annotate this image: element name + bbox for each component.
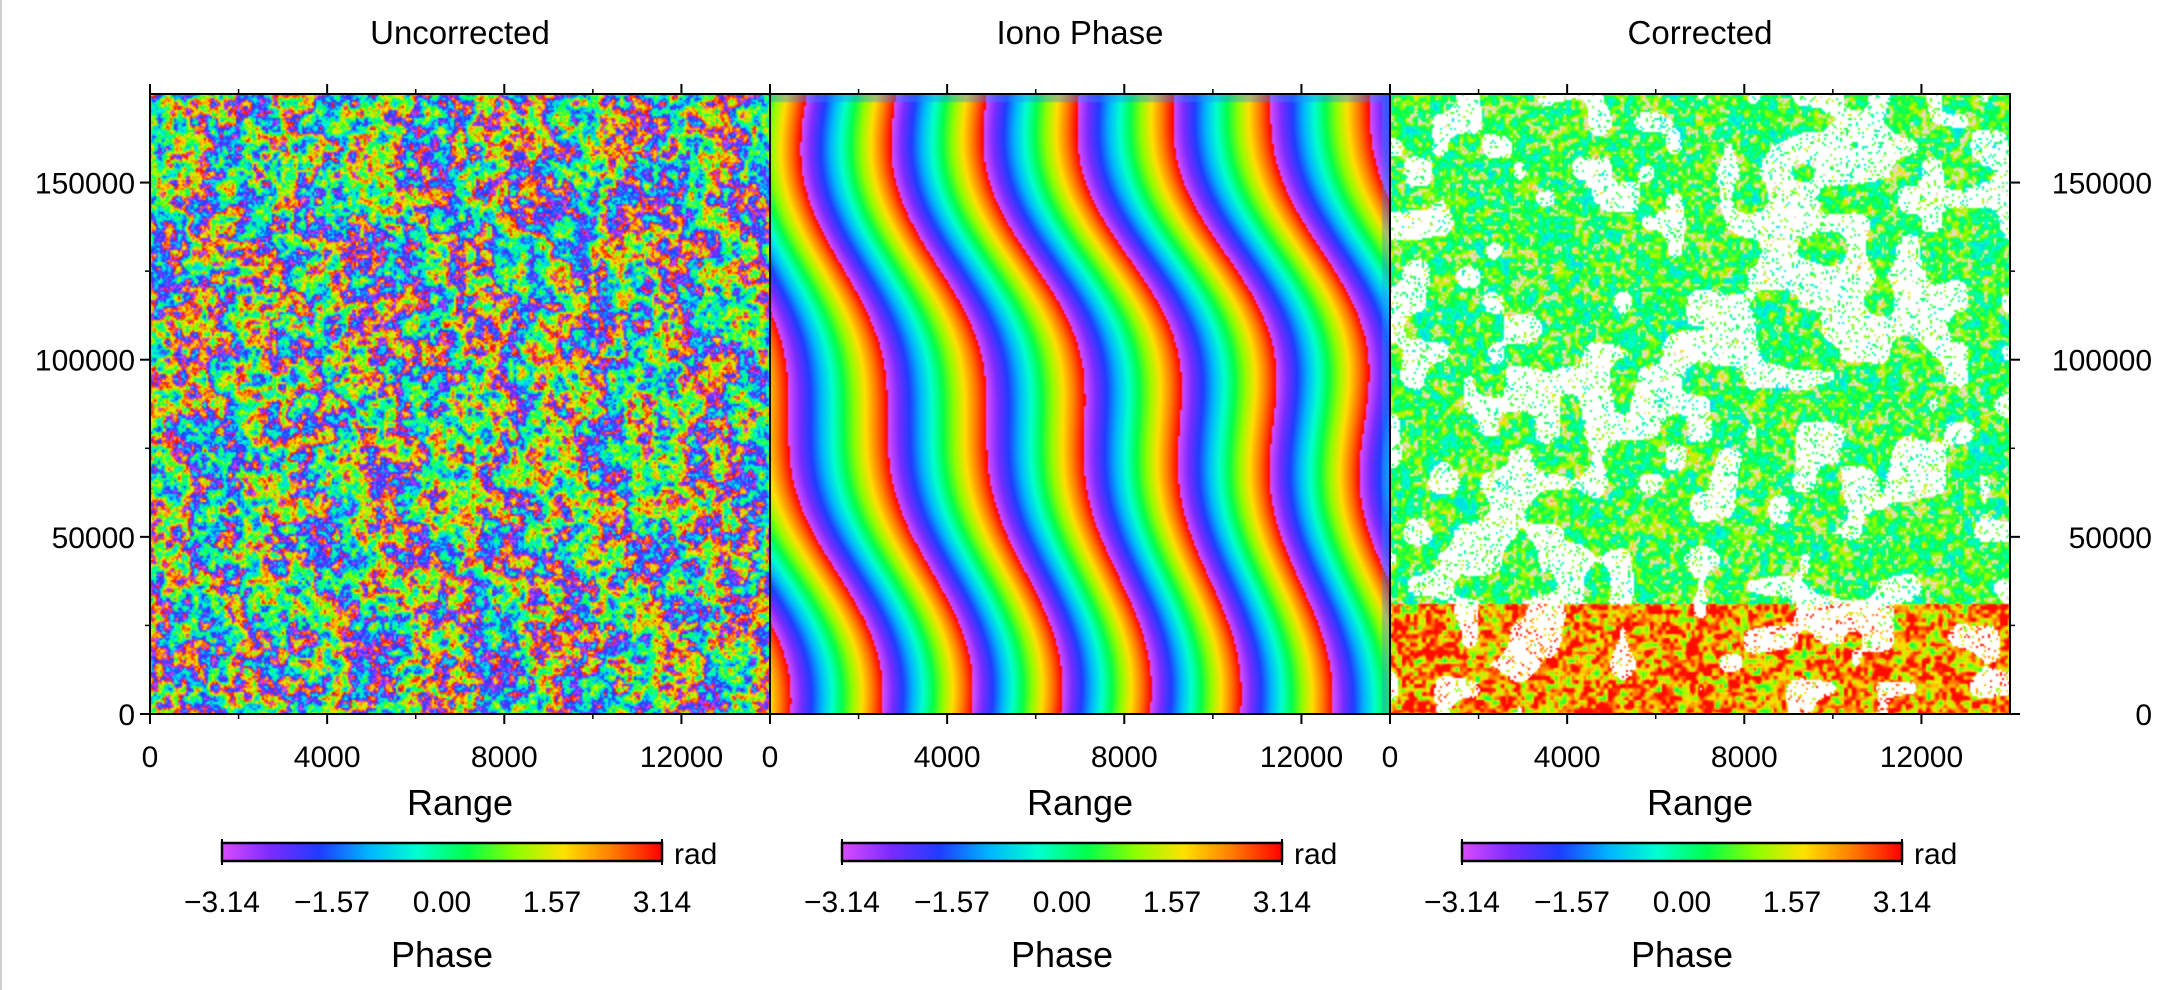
- x-tick-label: 0: [142, 741, 159, 774]
- colorbar-tick-label: 1.57: [1143, 886, 1201, 919]
- panel-title: Uncorrected: [370, 14, 550, 51]
- y-tick-label: 150000: [35, 168, 135, 201]
- y-tick-label: 50000: [52, 522, 135, 555]
- colorbar-tick-label: 1.57: [1763, 886, 1821, 919]
- x-tick-label: 4000: [1534, 741, 1601, 774]
- colorbar-unit: rad: [674, 838, 717, 871]
- colorbar-tick-label: −3.14: [804, 886, 880, 919]
- x-axis-label: Range: [1647, 782, 1753, 823]
- colorbar-tick-label: −3.14: [184, 886, 260, 919]
- page-edge-rule: [0, 0, 2, 990]
- y-tick-label: 100000: [35, 345, 135, 378]
- colorbar-tick-label: −3.14: [1424, 886, 1500, 919]
- colorbar-tick-label: 1.57: [523, 886, 581, 919]
- x-tick-label: 12000: [1260, 741, 1343, 774]
- x-tick-label: 0: [762, 741, 779, 774]
- colorbar-tick-label: 3.14: [1873, 886, 1931, 919]
- phase-image: [770, 94, 1390, 714]
- x-tick-label: 4000: [914, 741, 981, 774]
- phase-image: [1390, 94, 2010, 714]
- colorbar: [840, 841, 1284, 863]
- y-tick-label: 150000: [2052, 168, 2152, 201]
- x-axis-label: Range: [407, 782, 513, 823]
- x-tick-label: 0: [1382, 741, 1399, 774]
- panel-title: Corrected: [1628, 14, 1773, 51]
- colorbar: [1460, 841, 1904, 863]
- colorbar-tick-label: 3.14: [633, 886, 691, 919]
- y-tick-label: 50000: [2069, 522, 2152, 555]
- colorbar-tick-label: −1.57: [294, 886, 370, 919]
- x-tick-label: 8000: [1711, 741, 1778, 774]
- y-tick-label: 0: [2135, 699, 2152, 732]
- y-tick-label: 100000: [2052, 345, 2152, 378]
- panel-title: Iono Phase: [997, 14, 1164, 51]
- colorbar-tick-label: −1.57: [914, 886, 990, 919]
- x-tick-label: 8000: [471, 741, 538, 774]
- y-tick-label: 0: [118, 699, 135, 732]
- x-tick-label: 12000: [1880, 741, 1963, 774]
- panel-iono-phase: Iono Phase 0 4000 8000 12000 Range rad −3.14 −1.…: [762, 14, 1391, 975]
- x-tick-label: 4000: [294, 741, 361, 774]
- panel-uncorrected: Uncorrected 0 4000 8000 12000 Range 0 50000 1000…: [35, 14, 771, 975]
- x-axis-label: Range: [1027, 782, 1133, 823]
- colorbar-tick-label: 3.14: [1253, 886, 1311, 919]
- colorbar-tick-label: 0.00: [413, 886, 471, 919]
- colorbar-unit: rad: [1294, 838, 1337, 871]
- plot-frame: [1389, 93, 2011, 715]
- x-tick-label: 12000: [640, 741, 723, 774]
- x-tick-label: 8000: [1091, 741, 1158, 774]
- colorbar-label: Phase: [391, 934, 493, 975]
- colorbar-tick-label: 0.00: [1653, 886, 1711, 919]
- colorbar: [220, 841, 664, 863]
- colorbar-unit: rad: [1914, 838, 1957, 871]
- phase-image: [150, 94, 770, 714]
- colorbar-label: Phase: [1011, 934, 1113, 975]
- panel-corrected: Corrected 0 4000 8000 12000 Range 0 50000 100000…: [1382, 14, 2152, 975]
- colorbar-tick-label: 0.00: [1033, 886, 1091, 919]
- colorbar-label: Phase: [1631, 934, 1733, 975]
- colorbar-tick-label: −1.57: [1534, 886, 1610, 919]
